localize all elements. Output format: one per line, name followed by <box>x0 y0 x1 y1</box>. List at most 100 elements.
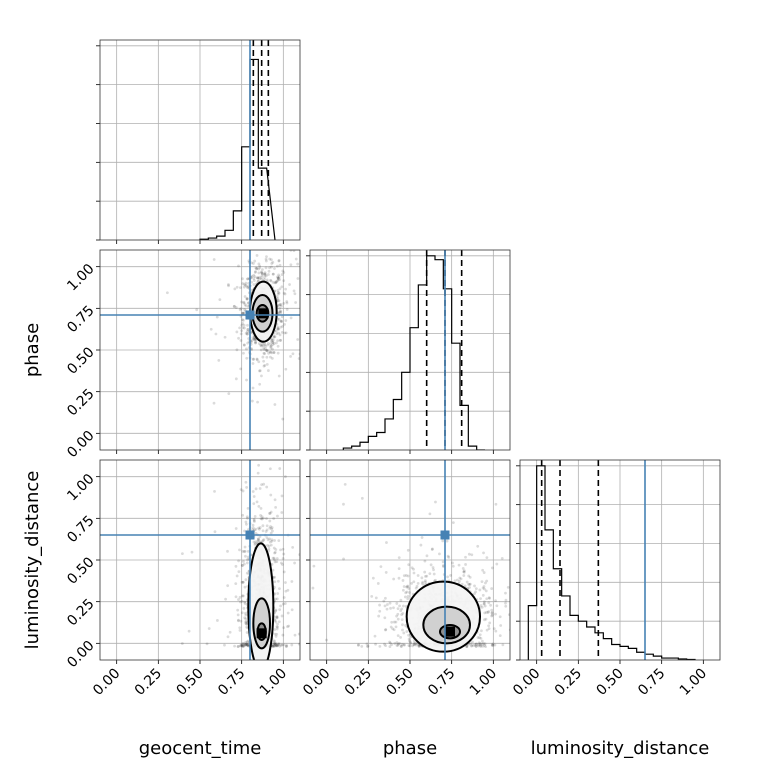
sample-point <box>209 327 213 331</box>
sample-point <box>285 300 289 303</box>
density-peak <box>445 626 455 637</box>
sample-point <box>499 624 503 627</box>
sample-point <box>251 362 255 365</box>
sample-point <box>241 580 245 584</box>
sample-point <box>281 557 285 560</box>
sample-point <box>270 526 274 529</box>
sample-point <box>412 643 416 647</box>
sample-point <box>468 575 472 579</box>
histogram-geocent-time <box>199 58 276 240</box>
sample-point <box>256 279 260 283</box>
sample-point <box>506 585 510 589</box>
sample-point <box>242 644 246 648</box>
sample-point <box>243 529 246 533</box>
sample-point <box>237 598 240 601</box>
sample-point <box>262 351 266 355</box>
sample-point <box>305 630 308 633</box>
sample-point <box>245 330 249 333</box>
sample-point <box>410 581 414 585</box>
sample-point <box>428 512 432 516</box>
sample-point <box>284 645 288 648</box>
sample-point <box>468 583 471 586</box>
sample-point <box>424 574 427 578</box>
sample-point <box>269 346 273 350</box>
sample-point <box>282 279 286 283</box>
panel-1-1 <box>306 249 511 454</box>
sample-point <box>267 549 271 553</box>
sample-point <box>431 566 435 569</box>
sample-point <box>292 250 296 253</box>
sample-point <box>455 578 459 582</box>
sample-point <box>257 271 261 275</box>
sample-point <box>395 644 399 647</box>
sample-point <box>416 574 420 577</box>
sample-point <box>273 403 277 406</box>
sample-point <box>434 578 437 582</box>
density-peak <box>256 628 267 639</box>
sample-point <box>366 645 369 648</box>
sample-point <box>407 563 411 567</box>
sample-point <box>255 358 259 362</box>
sample-point <box>241 594 245 598</box>
sample-point <box>237 619 240 623</box>
sample-point <box>285 308 289 311</box>
sample-point <box>468 582 472 586</box>
sample-point <box>262 348 266 352</box>
sample-point <box>269 525 272 528</box>
sample-point <box>244 480 248 484</box>
sample-point <box>273 244 276 247</box>
sample-point <box>414 642 418 645</box>
sample-point <box>273 640 276 643</box>
sample-point <box>474 644 478 648</box>
sample-point <box>236 608 240 612</box>
sample-point <box>400 607 404 611</box>
sample-point <box>398 604 401 608</box>
sample-point <box>280 285 284 289</box>
sample-point <box>412 643 416 647</box>
sample-point <box>265 243 268 246</box>
histogram-luminosity-distance <box>527 465 696 660</box>
sample-point <box>261 524 265 528</box>
sample-point <box>275 643 278 647</box>
sample-point <box>276 643 280 647</box>
sample-point <box>432 572 436 576</box>
sample-point <box>408 591 411 594</box>
sample-point <box>180 552 184 555</box>
sample-point <box>289 250 293 252</box>
sample-point <box>254 540 258 544</box>
sample-point <box>478 642 482 646</box>
sample-point <box>238 308 242 312</box>
sample-point <box>238 595 242 599</box>
sample-point <box>244 621 248 625</box>
sample-point <box>252 357 256 361</box>
sample-point <box>246 516 249 520</box>
sample-point <box>252 495 256 498</box>
sample-point <box>246 304 250 308</box>
x-tick-label: 0.00 <box>510 666 543 699</box>
sample-point <box>239 307 243 311</box>
sample-point <box>253 543 257 546</box>
sample-point <box>207 627 211 630</box>
contour <box>247 542 275 660</box>
sample-point <box>244 643 247 647</box>
sample-point <box>486 611 490 614</box>
sample-point <box>260 517 264 521</box>
sample-point <box>491 642 495 646</box>
sample-point <box>462 574 466 577</box>
sample-point <box>278 644 282 648</box>
sample-point <box>279 338 283 342</box>
sample-point <box>273 281 277 285</box>
sample-point <box>262 482 266 486</box>
sample-point <box>414 586 418 590</box>
sample-point <box>478 588 482 592</box>
sample-point <box>271 338 275 342</box>
sample-point <box>242 300 246 304</box>
panel-content <box>100 40 300 240</box>
sample-point <box>245 332 249 336</box>
y-tick-label: 0.00 <box>64 428 97 461</box>
sample-point <box>277 291 281 295</box>
sample-point <box>241 282 245 285</box>
sample-point <box>289 355 292 358</box>
sample-point <box>279 309 283 313</box>
sample-point <box>275 644 279 648</box>
